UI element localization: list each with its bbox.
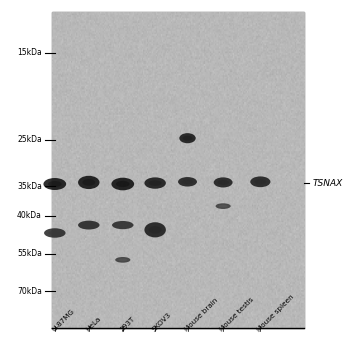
Text: HeLa: HeLa	[84, 316, 102, 333]
Ellipse shape	[82, 179, 95, 186]
Ellipse shape	[183, 136, 192, 141]
Ellipse shape	[149, 180, 162, 186]
Text: 25kDa: 25kDa	[17, 135, 42, 144]
Text: Mouse testis: Mouse testis	[219, 296, 255, 333]
Ellipse shape	[82, 223, 95, 227]
Ellipse shape	[179, 133, 196, 143]
Ellipse shape	[254, 179, 266, 184]
Ellipse shape	[112, 221, 134, 229]
Bar	[52, 12, 304, 328]
Ellipse shape	[149, 226, 162, 233]
Ellipse shape	[217, 180, 229, 185]
Text: 55kDa: 55kDa	[17, 249, 42, 258]
Ellipse shape	[78, 176, 100, 189]
Ellipse shape	[48, 231, 61, 235]
Ellipse shape	[116, 181, 130, 187]
Text: 70kDa: 70kDa	[17, 287, 42, 296]
Ellipse shape	[216, 203, 231, 209]
Text: 293T: 293T	[119, 316, 136, 333]
Text: SKOV3: SKOV3	[151, 312, 172, 333]
Ellipse shape	[144, 222, 166, 237]
Ellipse shape	[44, 228, 65, 238]
Text: 15kDa: 15kDa	[17, 48, 42, 57]
Ellipse shape	[219, 205, 228, 208]
Text: U-87MG: U-87MG	[51, 308, 75, 333]
Ellipse shape	[182, 180, 193, 184]
Ellipse shape	[111, 178, 134, 190]
Ellipse shape	[48, 181, 62, 187]
Text: TSNAX: TSNAX	[312, 178, 343, 188]
Ellipse shape	[144, 177, 166, 189]
Text: 35kDa: 35kDa	[17, 182, 42, 191]
Text: Mouse spleen: Mouse spleen	[256, 294, 295, 333]
Text: Mouse brain: Mouse brain	[183, 298, 219, 333]
Ellipse shape	[250, 176, 271, 187]
Ellipse shape	[213, 177, 233, 188]
Ellipse shape	[78, 220, 100, 230]
Text: 40kDa: 40kDa	[17, 211, 42, 220]
Ellipse shape	[115, 257, 130, 263]
Ellipse shape	[118, 258, 127, 261]
Ellipse shape	[178, 177, 197, 187]
Ellipse shape	[44, 178, 66, 190]
Ellipse shape	[116, 223, 129, 227]
